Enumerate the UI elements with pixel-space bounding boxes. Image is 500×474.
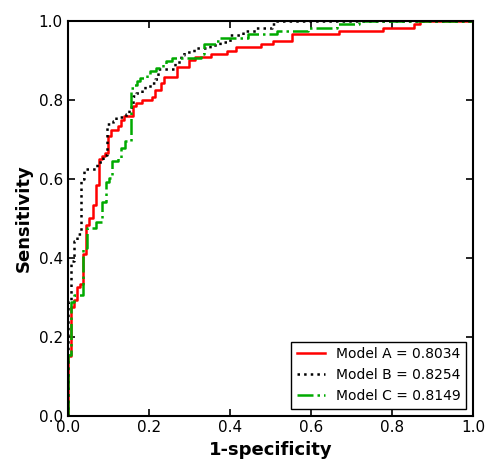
Model C = 0.8149: [344, 21, 349, 27]
Model B = 0.8254: [470, 18, 476, 24]
Model C = 0.8149: [470, 18, 476, 24]
Model B = 0.8254: [64, 413, 70, 419]
Model A = 0.8034: [64, 413, 70, 419]
Model A = 0.8034: [220, 51, 226, 57]
Model B = 0.8254: [172, 59, 177, 65]
Line: Model A = 0.8034: Model A = 0.8034: [68, 21, 473, 416]
X-axis label: 1-specificity: 1-specificity: [208, 441, 332, 459]
Model C = 0.8149: [290, 28, 296, 34]
Model C = 0.8149: [448, 18, 454, 24]
Model B = 0.8254: [227, 35, 233, 41]
Model C = 0.8149: [64, 413, 70, 419]
Legend: Model A = 0.8034, Model B = 0.8254, Model C = 0.8149: Model A = 0.8034, Model B = 0.8254, Mode…: [291, 342, 466, 409]
Model A = 0.8034: [92, 196, 98, 201]
Line: Model C = 0.8149: Model C = 0.8149: [68, 21, 473, 416]
Model B = 0.8254: [100, 155, 106, 161]
Model C = 0.8149: [375, 18, 381, 24]
Model B = 0.8254: [156, 70, 162, 75]
Model A = 0.8034: [470, 18, 476, 24]
Line: Model B = 0.8254: Model B = 0.8254: [68, 21, 473, 416]
Model A = 0.8034: [417, 18, 423, 24]
Y-axis label: Sensitivity: Sensitivity: [15, 164, 33, 272]
Model A = 0.8034: [458, 18, 464, 24]
Model A = 0.8034: [64, 396, 70, 402]
Model A = 0.8034: [324, 31, 330, 37]
Model B = 0.8254: [152, 76, 158, 82]
Model C = 0.8149: [138, 78, 143, 84]
Model B = 0.8254: [272, 18, 278, 24]
Model B = 0.8254: [64, 385, 70, 391]
Model A = 0.8034: [261, 41, 267, 47]
Model C = 0.8149: [128, 122, 134, 128]
Model C = 0.8149: [356, 18, 362, 24]
